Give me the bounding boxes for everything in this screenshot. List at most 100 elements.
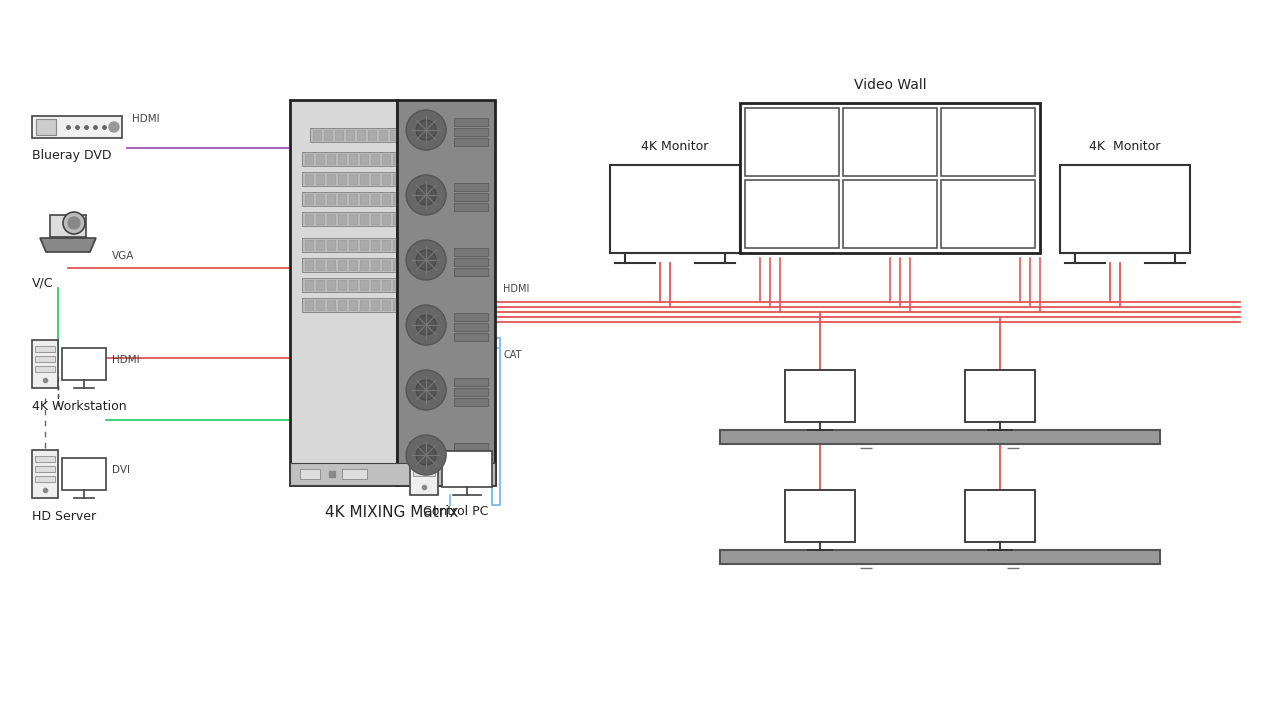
Bar <box>844 108 937 176</box>
Bar <box>32 450 58 498</box>
Bar <box>415 174 422 184</box>
Text: 4K Monitor: 4K Monitor <box>641 140 709 153</box>
Bar <box>436 260 445 270</box>
Bar <box>360 174 369 184</box>
Bar <box>316 260 324 270</box>
Bar <box>393 300 401 310</box>
Bar <box>381 154 390 164</box>
Bar <box>410 443 438 495</box>
Text: DVI: DVI <box>113 465 131 475</box>
Bar <box>453 118 488 126</box>
Circle shape <box>406 435 447 475</box>
Bar <box>413 459 435 466</box>
Bar <box>371 214 379 224</box>
Bar <box>381 300 390 310</box>
Bar <box>291 463 495 485</box>
Bar <box>453 248 488 256</box>
Bar <box>305 300 314 310</box>
Bar <box>371 240 379 250</box>
Bar <box>326 154 335 164</box>
Bar <box>448 154 456 164</box>
Bar <box>326 214 335 224</box>
Bar <box>316 280 324 290</box>
Bar <box>1060 165 1190 253</box>
Bar <box>453 378 488 386</box>
Bar <box>453 193 488 201</box>
Bar <box>719 550 1160 564</box>
Bar <box>381 194 390 204</box>
Bar <box>335 130 343 140</box>
Bar <box>965 370 1036 422</box>
Bar <box>35 346 55 352</box>
Bar <box>453 258 488 266</box>
Bar <box>448 260 456 270</box>
Bar <box>32 116 122 138</box>
Bar <box>338 194 346 204</box>
Bar <box>404 260 412 270</box>
Bar <box>745 108 838 176</box>
Bar <box>453 333 488 341</box>
Bar <box>426 214 434 224</box>
Bar <box>381 214 390 224</box>
Bar <box>436 240 445 250</box>
Bar <box>316 240 324 250</box>
Bar <box>415 194 422 204</box>
Bar <box>379 130 387 140</box>
Bar <box>346 130 355 140</box>
Bar <box>436 214 445 224</box>
Circle shape <box>406 240 447 280</box>
Bar <box>349 174 357 184</box>
Bar <box>302 172 477 186</box>
Bar <box>371 280 379 290</box>
Bar <box>719 430 1160 444</box>
Bar <box>349 240 357 250</box>
Bar <box>326 300 335 310</box>
Bar <box>436 194 445 204</box>
Bar <box>35 466 55 472</box>
Bar <box>349 300 357 310</box>
Bar <box>302 298 477 312</box>
Polygon shape <box>40 238 96 252</box>
Bar <box>453 313 488 321</box>
Bar <box>393 240 401 250</box>
Bar <box>453 128 488 136</box>
Bar <box>371 300 379 310</box>
Bar <box>436 154 445 164</box>
Bar <box>360 260 369 270</box>
Bar <box>442 451 492 487</box>
Bar <box>404 194 412 204</box>
Bar <box>305 260 314 270</box>
Bar <box>305 280 314 290</box>
Bar <box>448 300 456 310</box>
Bar <box>324 130 332 140</box>
Bar <box>305 174 314 184</box>
Text: 4K MIXING Matrix: 4K MIXING Matrix <box>325 505 458 520</box>
Bar <box>453 183 488 191</box>
Bar <box>381 240 390 250</box>
Bar <box>453 138 488 146</box>
Bar <box>371 260 379 270</box>
Bar <box>338 154 346 164</box>
Bar <box>453 388 488 396</box>
Bar <box>32 340 58 388</box>
Bar <box>436 174 445 184</box>
Bar <box>305 240 314 250</box>
Bar <box>36 119 56 135</box>
Circle shape <box>416 445 436 465</box>
Bar <box>390 130 398 140</box>
Bar <box>61 458 106 490</box>
Bar <box>745 180 838 248</box>
Bar <box>310 128 430 142</box>
Circle shape <box>416 380 436 400</box>
Circle shape <box>68 217 79 229</box>
Bar <box>413 449 435 456</box>
Bar <box>453 323 488 331</box>
Bar <box>349 194 357 204</box>
Bar <box>302 258 477 272</box>
Bar <box>302 238 477 252</box>
Bar <box>415 154 422 164</box>
Text: HDMI: HDMI <box>132 114 160 124</box>
Bar <box>785 370 855 422</box>
Bar <box>302 152 477 166</box>
Bar <box>338 260 346 270</box>
